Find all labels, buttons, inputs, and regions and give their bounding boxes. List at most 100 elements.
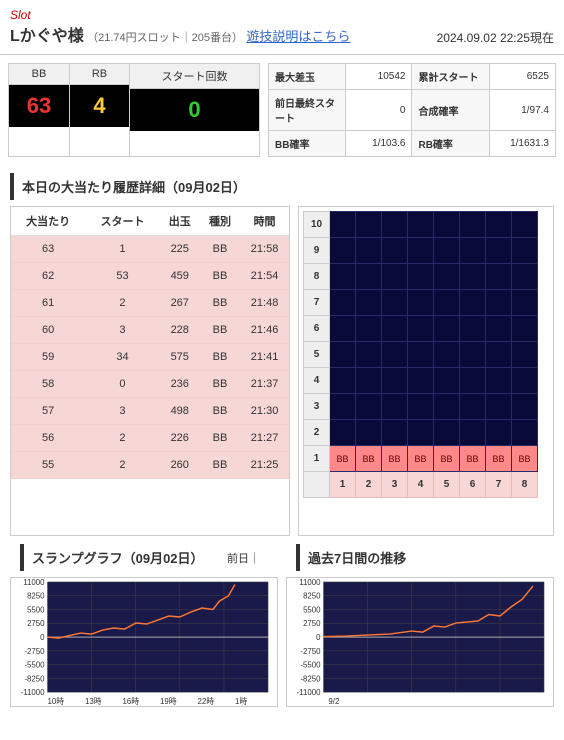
counter-bb: BB 63 [9,64,69,156]
history-cell: BB [200,371,240,398]
grid-cell [356,238,382,264]
svg-text:13時: 13時 [85,697,102,706]
stats-row: BB 63 RB 4 スタート回数 0 最大差玉 10542 累計スタート 65… [0,55,564,165]
grid-cell [408,342,434,368]
history-table: 大当たりスタート出玉種別時間 631225BB21:586253459BB21:… [11,207,289,479]
week-chart: 110008250550027500-2750-5500-8250-110009… [286,577,554,707]
grid-cell [434,368,460,394]
grid-cell [486,316,512,342]
grid-cell [460,264,486,290]
grid-cell [382,238,408,264]
grid-cell [382,368,408,394]
grid-cell [460,394,486,420]
history-cell: BB [200,263,240,290]
stat-label: 最大差玉 [269,64,346,90]
machine-name: Lかぐや様 [10,28,84,45]
counter-rb: RB 4 [69,64,129,156]
svg-text:5500: 5500 [303,605,321,614]
history-cell: 59 [11,344,85,371]
svg-text:1時: 1時 [235,697,247,706]
svg-text:-2750: -2750 [24,647,45,656]
svg-text:-8250: -8250 [24,674,45,683]
stat-label: 合成確率 [412,90,489,131]
grid-cell [512,212,538,238]
history-cell: 225 [160,236,200,263]
counter-bb-label: BB [9,64,69,85]
guide-link[interactable]: 遊技説明はこちら [246,29,350,44]
grid-cell [408,212,434,238]
history-header: 種別 [200,207,240,236]
svg-text:16時: 16時 [122,697,139,706]
history-cell: BB [200,452,240,479]
table-row: 631225BB21:58 [11,236,289,263]
svg-text:2750: 2750 [303,619,321,628]
grid-cell [330,368,356,394]
grid-y-label: 5 [304,342,330,368]
grid-x-label: 4 [408,472,434,498]
grid-cell [382,316,408,342]
history-cell: 3 [85,398,159,425]
grid-cell [512,342,538,368]
grid-cell [434,212,460,238]
svg-text:19時: 19時 [160,697,177,706]
stat-value: 6525 [489,64,555,90]
history-cell: BB [200,290,240,317]
history-cell: 21:27 [240,425,289,452]
stat-table: 最大差玉 10542 累計スタート 6525前日最終スタート 0 合成確率 1/… [268,63,556,157]
grid-y-label: 9 [304,238,330,264]
stat-label: BB確率 [269,131,346,157]
grid-y-label: 10 [304,212,330,238]
history-cell: BB [200,236,240,263]
stat-label: 累計スタート [412,64,489,90]
history-panel: 大当たりスタート出玉種別時間 631225BB21:586253459BB21:… [10,206,290,536]
grid-cell [382,212,408,238]
stat-label: 前日最終スタート [269,90,346,131]
svg-text:2750: 2750 [27,619,45,628]
grid-cell [460,342,486,368]
grid-cell [486,420,512,446]
history-cell: 63 [11,236,85,263]
table-row: 552260BB21:25 [11,452,289,479]
grid-cell [408,290,434,316]
history-cell: 53 [85,263,159,290]
grid-cell [434,316,460,342]
grid-cell [382,342,408,368]
history-cell: 2 [85,452,159,479]
grid-cell [356,316,382,342]
svg-text:22時: 22時 [197,697,214,706]
grid-cell [330,420,356,446]
history-cell: 21:58 [240,236,289,263]
counter-bb-value: 63 [9,85,69,127]
grid-cell [330,316,356,342]
history-scroll[interactable]: 大当たりスタート出玉種別時間 631225BB21:586253459BB21:… [11,207,289,535]
grid-cell [486,342,512,368]
grid-cell [382,264,408,290]
svg-text:0: 0 [316,633,321,642]
grid-x-label: 7 [486,472,512,498]
grid-y-label: 1 [304,446,330,472]
history-cell: 575 [160,344,200,371]
history-cell: 21:48 [240,290,289,317]
counter-start-value: 0 [130,89,259,131]
history-cell: 21:25 [240,452,289,479]
grid-cell [460,290,486,316]
stat-value: 10542 [346,64,412,90]
slump-title: スランプグラフ（09月02日） [32,548,204,567]
history-cell: 21:54 [240,263,289,290]
grid-bb-cell: BB [356,446,382,472]
table-row: 5934575BB21:41 [11,344,289,371]
table-row: 580236BB21:37 [11,371,289,398]
svg-text:11000: 11000 [299,578,321,587]
grid-cell [330,264,356,290]
prev-day-link[interactable]: 前日｜ [227,550,260,566]
grid-x-label: 2 [356,472,382,498]
grid-panel[interactable]: 10987654321BBBBBBBBBBBBBBBB12345678 [298,206,554,536]
history-header: スタート [85,207,159,236]
grid-cell [512,264,538,290]
grid-cell [330,212,356,238]
counter-rb-label: RB [70,64,129,85]
history-cell: 260 [160,452,200,479]
week-title: 過去7日間の推移 [296,544,544,571]
grid-cell [512,238,538,264]
grid-bb-cell: BB [460,446,486,472]
